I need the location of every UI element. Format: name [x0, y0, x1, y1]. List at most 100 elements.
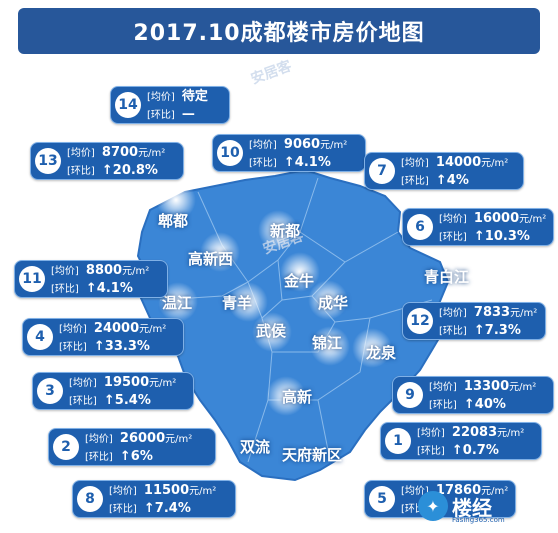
- unit-label: 元/m²: [138, 148, 166, 159]
- callout-12: 12 [均价] 7833元/m² [环比] ↑7.3%: [402, 302, 546, 340]
- callout-3: 3 [均价] 19500元/m² [环比] ↑5.4%: [32, 372, 194, 410]
- ratio-change: ↑33.3%: [93, 339, 150, 354]
- district-label: 郫都: [158, 212, 189, 230]
- ratio-label: [环比]: [109, 504, 137, 515]
- glow: [266, 376, 306, 416]
- district-label: 青白江: [424, 268, 470, 286]
- ratio-label: [环比]: [401, 176, 429, 187]
- logo-site-text: Fasing365.com: [452, 516, 505, 524]
- avg-price: 16000: [473, 211, 520, 226]
- callout-8: 8 [均价] 11500元/m² [环比] ↑7.4%: [72, 480, 236, 518]
- district-label: 天府新区: [282, 446, 343, 464]
- ratio-label: [环比]: [59, 342, 87, 353]
- callout-1: 1 [均价] 22083元/m² [环比] ↑0.7%: [380, 422, 542, 460]
- logo-brand-text: 楼经: [452, 495, 492, 520]
- avg-price: 13300: [463, 379, 510, 394]
- avg-label: [均价]: [147, 92, 175, 103]
- callout-number: 13: [35, 148, 61, 174]
- callout-number: 7: [369, 158, 395, 184]
- callout-number: 6: [407, 214, 433, 240]
- ratio-change: ↑4.1%: [283, 155, 331, 170]
- brand-logo: ✦ 楼经 Fasing365.com: [418, 486, 538, 526]
- avg-label: [均价]: [417, 428, 445, 439]
- callout-13: 13 [均价] 8700元/m² [环比] ↑20.8%: [30, 142, 184, 180]
- glow: [156, 180, 196, 220]
- avg-label: [均价]: [429, 382, 457, 393]
- district-label: 龙泉: [366, 344, 397, 362]
- ratio-change: ↑6%: [119, 449, 153, 464]
- ratio-change: ↑10.3%: [473, 229, 530, 244]
- callout-number: 10: [217, 140, 243, 166]
- ratio-change: ↑0.7%: [451, 443, 499, 458]
- ratio-label: [环比]: [249, 158, 277, 169]
- district-borders: [159, 177, 433, 463]
- ratio-label: [环比]: [147, 110, 175, 121]
- callout-number: 3: [37, 378, 63, 404]
- ratio-label: [环比]: [429, 400, 457, 411]
- unit-label: 元/m²: [481, 486, 509, 497]
- ratio-change: —: [181, 107, 195, 122]
- avg-label: [均价]: [401, 158, 429, 169]
- unit-label: 元/m²: [122, 266, 150, 277]
- unit-label: 元/m²: [320, 140, 348, 151]
- ratio-change: ↑4%: [435, 173, 469, 188]
- callout-number: 5: [369, 486, 395, 512]
- callout-2: 2 [均价] 26000元/m² [环比] ↑6%: [48, 428, 216, 466]
- callout-14: 14 [均价] 待定 [环比] —: [110, 86, 230, 124]
- avg-price: 待定: [181, 89, 208, 104]
- district-label: 成华: [318, 294, 349, 312]
- district-label: 金牛: [284, 272, 315, 290]
- callout-9: 9 [均价] 13300元/m² [环比] ↑40%: [392, 376, 554, 414]
- callout-11: 11 [均价] 8800元/m² [环比] ↑4.1%: [14, 260, 168, 298]
- avg-label: [均价]: [51, 266, 79, 277]
- callout-7: 7 [均价] 14000元/m² [环比] ↑4%: [364, 152, 524, 190]
- ratio-change: ↑7.4%: [143, 501, 191, 516]
- glow: [252, 312, 292, 352]
- district-label: 锦江: [312, 334, 343, 352]
- avg-price: 22083: [451, 425, 498, 440]
- avg-price: 26000: [119, 431, 166, 446]
- district-label: 新都: [270, 222, 301, 240]
- district-label: 高新西: [188, 250, 234, 268]
- avg-price: 9060: [283, 137, 321, 152]
- avg-label: [均价]: [401, 486, 429, 497]
- district-label: 双流: [240, 438, 271, 456]
- callout-6: 6 [均价] 16000元/m² [环比] ↑10.3%: [402, 208, 554, 246]
- unit-label: 元/m²: [509, 382, 537, 393]
- unit-label: 元/m²: [189, 486, 217, 497]
- glow: [200, 232, 240, 272]
- unit-label: 元/m²: [519, 214, 547, 225]
- callout-number: 8: [77, 486, 103, 512]
- callout-number: 14: [115, 92, 141, 118]
- unit-label: 元/m²: [510, 308, 538, 319]
- avg-price: 8800: [85, 263, 123, 278]
- avg-label: [均价]: [109, 486, 137, 497]
- ratio-change: ↑4.1%: [85, 281, 133, 296]
- avg-label: [均价]: [67, 148, 95, 159]
- avg-price: 17860: [435, 483, 482, 498]
- district-label: 青羊: [222, 294, 253, 312]
- ratio-label: [环比]: [69, 396, 97, 407]
- ratio-label: [环比]: [439, 326, 467, 337]
- ratio-label: [环比]: [401, 504, 429, 515]
- unit-label: 元/m²: [497, 428, 525, 439]
- ratio-label: [环比]: [85, 452, 113, 463]
- ratio-change: ↑40%: [463, 397, 506, 412]
- callout-number: 9: [397, 382, 423, 408]
- logo-icon: ✦: [418, 491, 448, 521]
- avg-price: 19500: [103, 375, 150, 390]
- ratio-change: ↑5.4%: [103, 393, 151, 408]
- ratio-label: [环比]: [439, 232, 467, 243]
- callout-number: 1: [385, 428, 411, 454]
- unit-label: 元/m²: [165, 434, 193, 445]
- ratio-label: [环比]: [67, 166, 95, 177]
- callout-number: 11: [19, 266, 45, 292]
- unit-label: 元/m²: [139, 324, 167, 335]
- ratio-change: ↑20.8%: [101, 163, 158, 178]
- callout-10: 10 [均价] 9060元/m² [环比] ↑4.1%: [212, 134, 366, 172]
- page-title: 2017.10成都楼市房价地图: [18, 8, 540, 54]
- district-label: 高新: [282, 388, 313, 406]
- avg-label: [均价]: [85, 434, 113, 445]
- callout-number: 4: [27, 324, 53, 350]
- avg-label: [均价]: [69, 378, 97, 389]
